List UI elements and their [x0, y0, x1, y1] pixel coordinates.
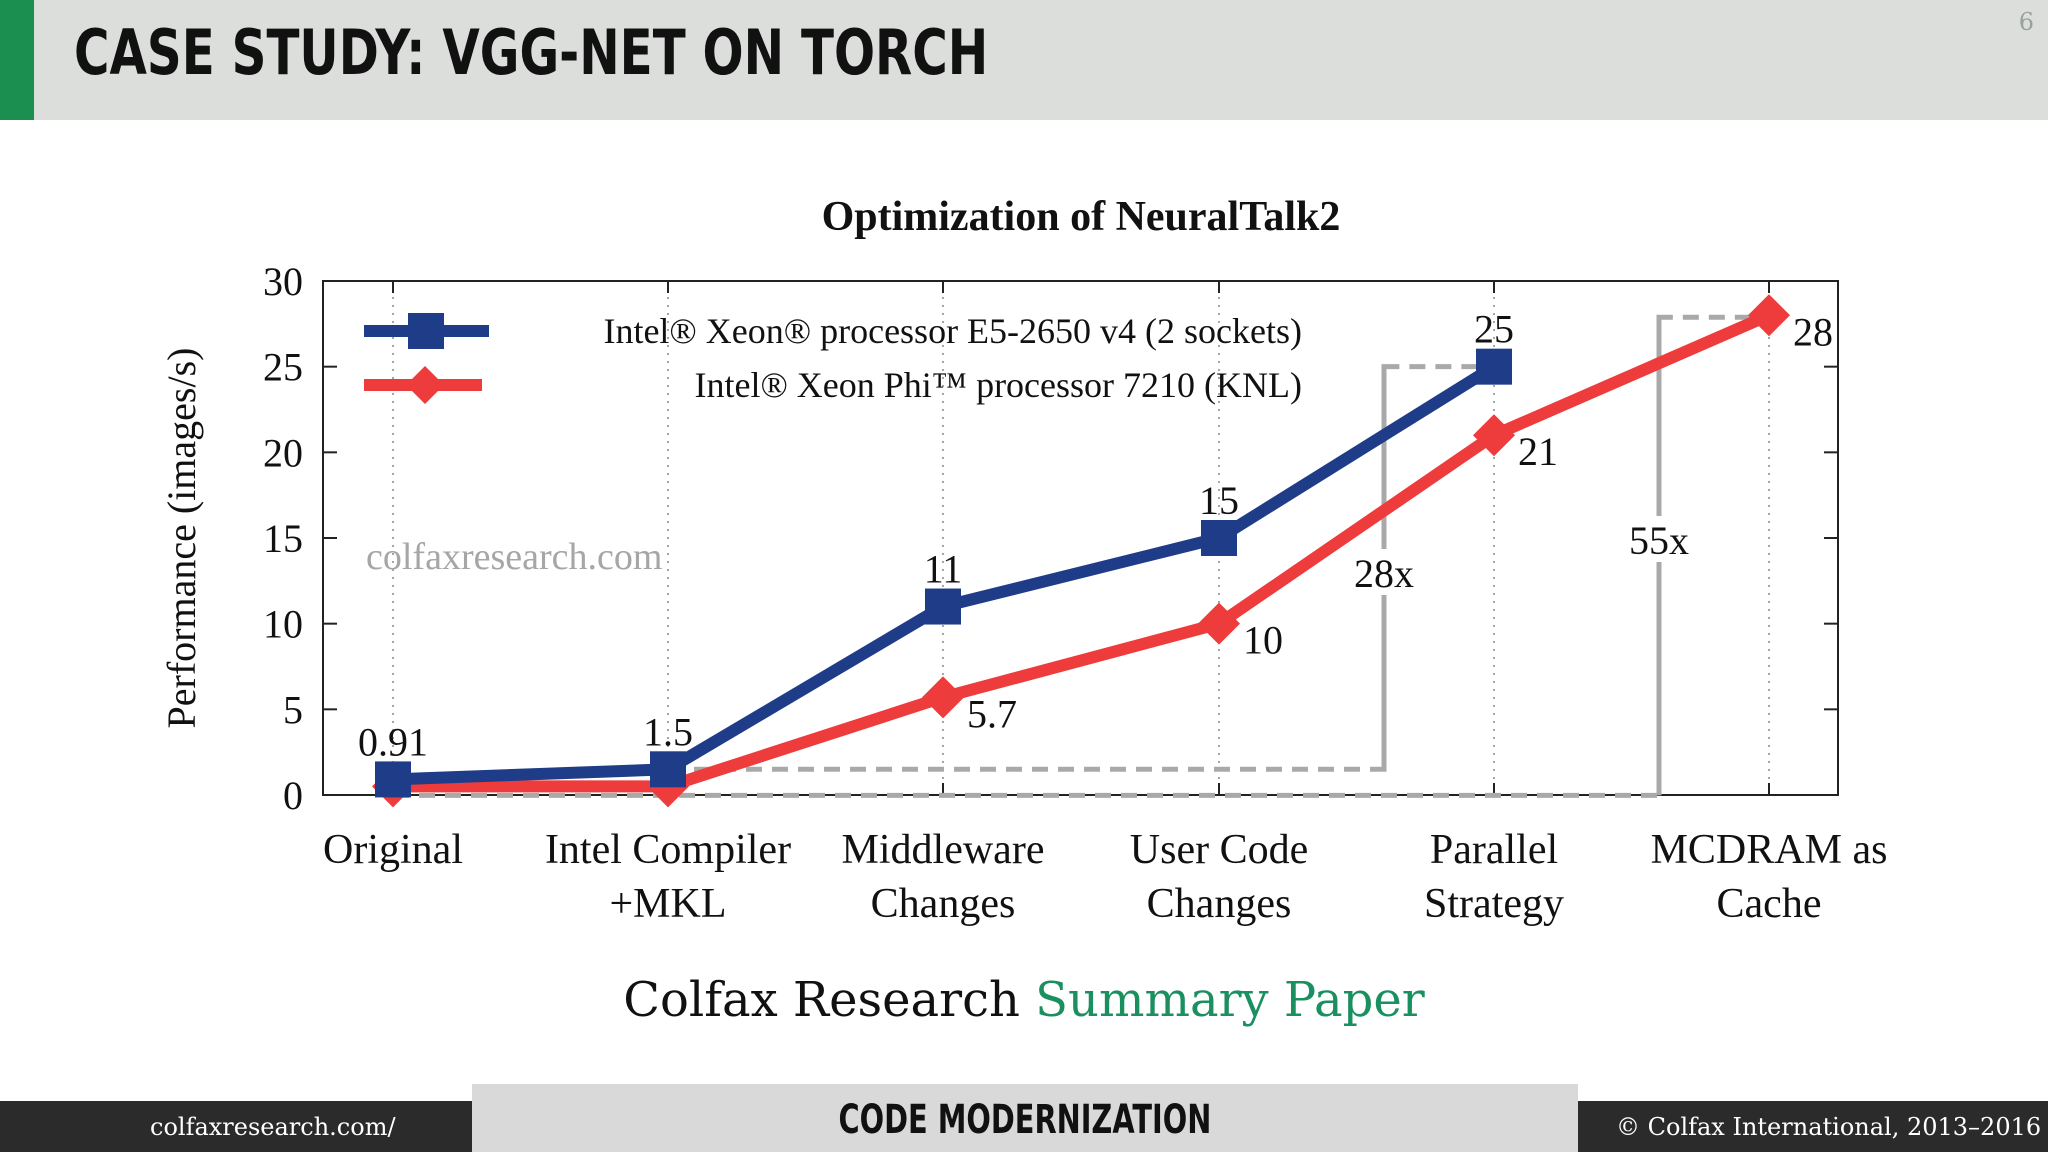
data-label: 15	[1199, 478, 1239, 523]
legend-marker	[408, 313, 444, 349]
legend: Intel® Xeon® processor E5-2650 v4 (2 soc…	[364, 311, 1302, 405]
series-marker	[1748, 294, 1790, 337]
slide-title: CASE STUDY: VGG-NET ON TORCH	[74, 16, 989, 89]
speedup-label: 28x	[1354, 551, 1414, 596]
series-marker	[1476, 348, 1512, 385]
data-label: 21	[1518, 429, 1558, 474]
speedup-label: 55x	[1629, 518, 1689, 563]
legend-marker	[406, 366, 444, 404]
data-label: 5.7	[967, 691, 1017, 736]
legend-label: Intel® Xeon Phi™ processor 7210 (KNL)	[694, 365, 1302, 405]
x-tick-label: Intel Compiler	[545, 827, 791, 873]
footer-url-link[interactable]: colfaxresearch.com/	[150, 1113, 396, 1141]
x-tick-label: +MKL	[609, 881, 726, 927]
speedup-label-bg	[1623, 516, 1695, 562]
x-tick-label: Changes	[871, 881, 1016, 927]
series-marker	[1473, 414, 1515, 457]
y-tick-label: 30	[263, 259, 303, 304]
legend-label: Intel® Xeon® processor E5-2650 v4 (2 soc…	[603, 311, 1302, 351]
data-label: 1.5	[643, 709, 693, 754]
summary-line: Colfax Research Summary Paper	[0, 972, 2048, 1028]
series-line	[393, 309, 1772, 793]
x-tick-label: Parallel	[1430, 827, 1558, 873]
chart-title: Optimization of NeuralTalk2	[822, 194, 1341, 240]
x-tick-label: Cache	[1717, 881, 1822, 927]
data-label: 28	[1793, 309, 1833, 354]
footer-right: © Colfax International, 2013–2016	[1578, 1101, 2048, 1152]
series-marker	[375, 761, 411, 798]
x-tick-label: User Code	[1130, 827, 1308, 873]
x-tick-label: MCDRAM as	[1651, 827, 1888, 873]
footer-section-label: CODE MODERNIZATION	[838, 1097, 1212, 1143]
speedup-bracket-55x	[393, 314, 1769, 798]
data-label: 10	[1243, 618, 1283, 663]
header-bar: CASE STUDY: VGG-NET ON TORCH 6	[0, 0, 2048, 120]
y-tick-label: 0	[283, 773, 303, 818]
x-tick-label: Strategy	[1424, 881, 1564, 927]
footer-center: CODE MODERNIZATION	[472, 1084, 1578, 1152]
x-tick-label: Original	[323, 827, 463, 873]
series-marker	[650, 751, 686, 788]
speedup-label-bg	[1348, 549, 1420, 595]
y-tick-label: 20	[263, 430, 303, 475]
series-marker	[925, 588, 961, 625]
watermark-text: colfaxresearch.com	[366, 536, 662, 578]
data-label: 0.91	[358, 719, 428, 764]
y-tick-label: 25	[263, 345, 303, 390]
performance-chart: Intel® Xeon® processor E5-2650 v4 (2 soc…	[159, 194, 1888, 927]
summary-paper-link[interactable]: Summary Paper	[1035, 972, 1425, 1028]
y-tick-label: 10	[263, 602, 303, 647]
summary-prefix: Colfax Research	[623, 972, 1020, 1028]
series-marker	[1201, 520, 1237, 556]
x-tick-label: Middleware	[842, 827, 1045, 873]
y-tick-label: 5	[283, 687, 303, 732]
data-label: 25	[1474, 307, 1514, 352]
data-label: 11	[924, 547, 963, 592]
x-tick-label: Changes	[1147, 881, 1292, 927]
series-marker	[1198, 602, 1240, 645]
footer-copyright: © Colfax International, 2013–2016	[1616, 1113, 2042, 1141]
y-tick-label: 15	[263, 516, 303, 561]
footer-left: colfaxresearch.com/	[0, 1101, 472, 1152]
y-axis-label: Performance (images/s)	[159, 348, 204, 729]
accent-bar	[0, 0, 34, 120]
series-marker	[922, 676, 964, 719]
slide-number: 6	[2018, 8, 2034, 36]
